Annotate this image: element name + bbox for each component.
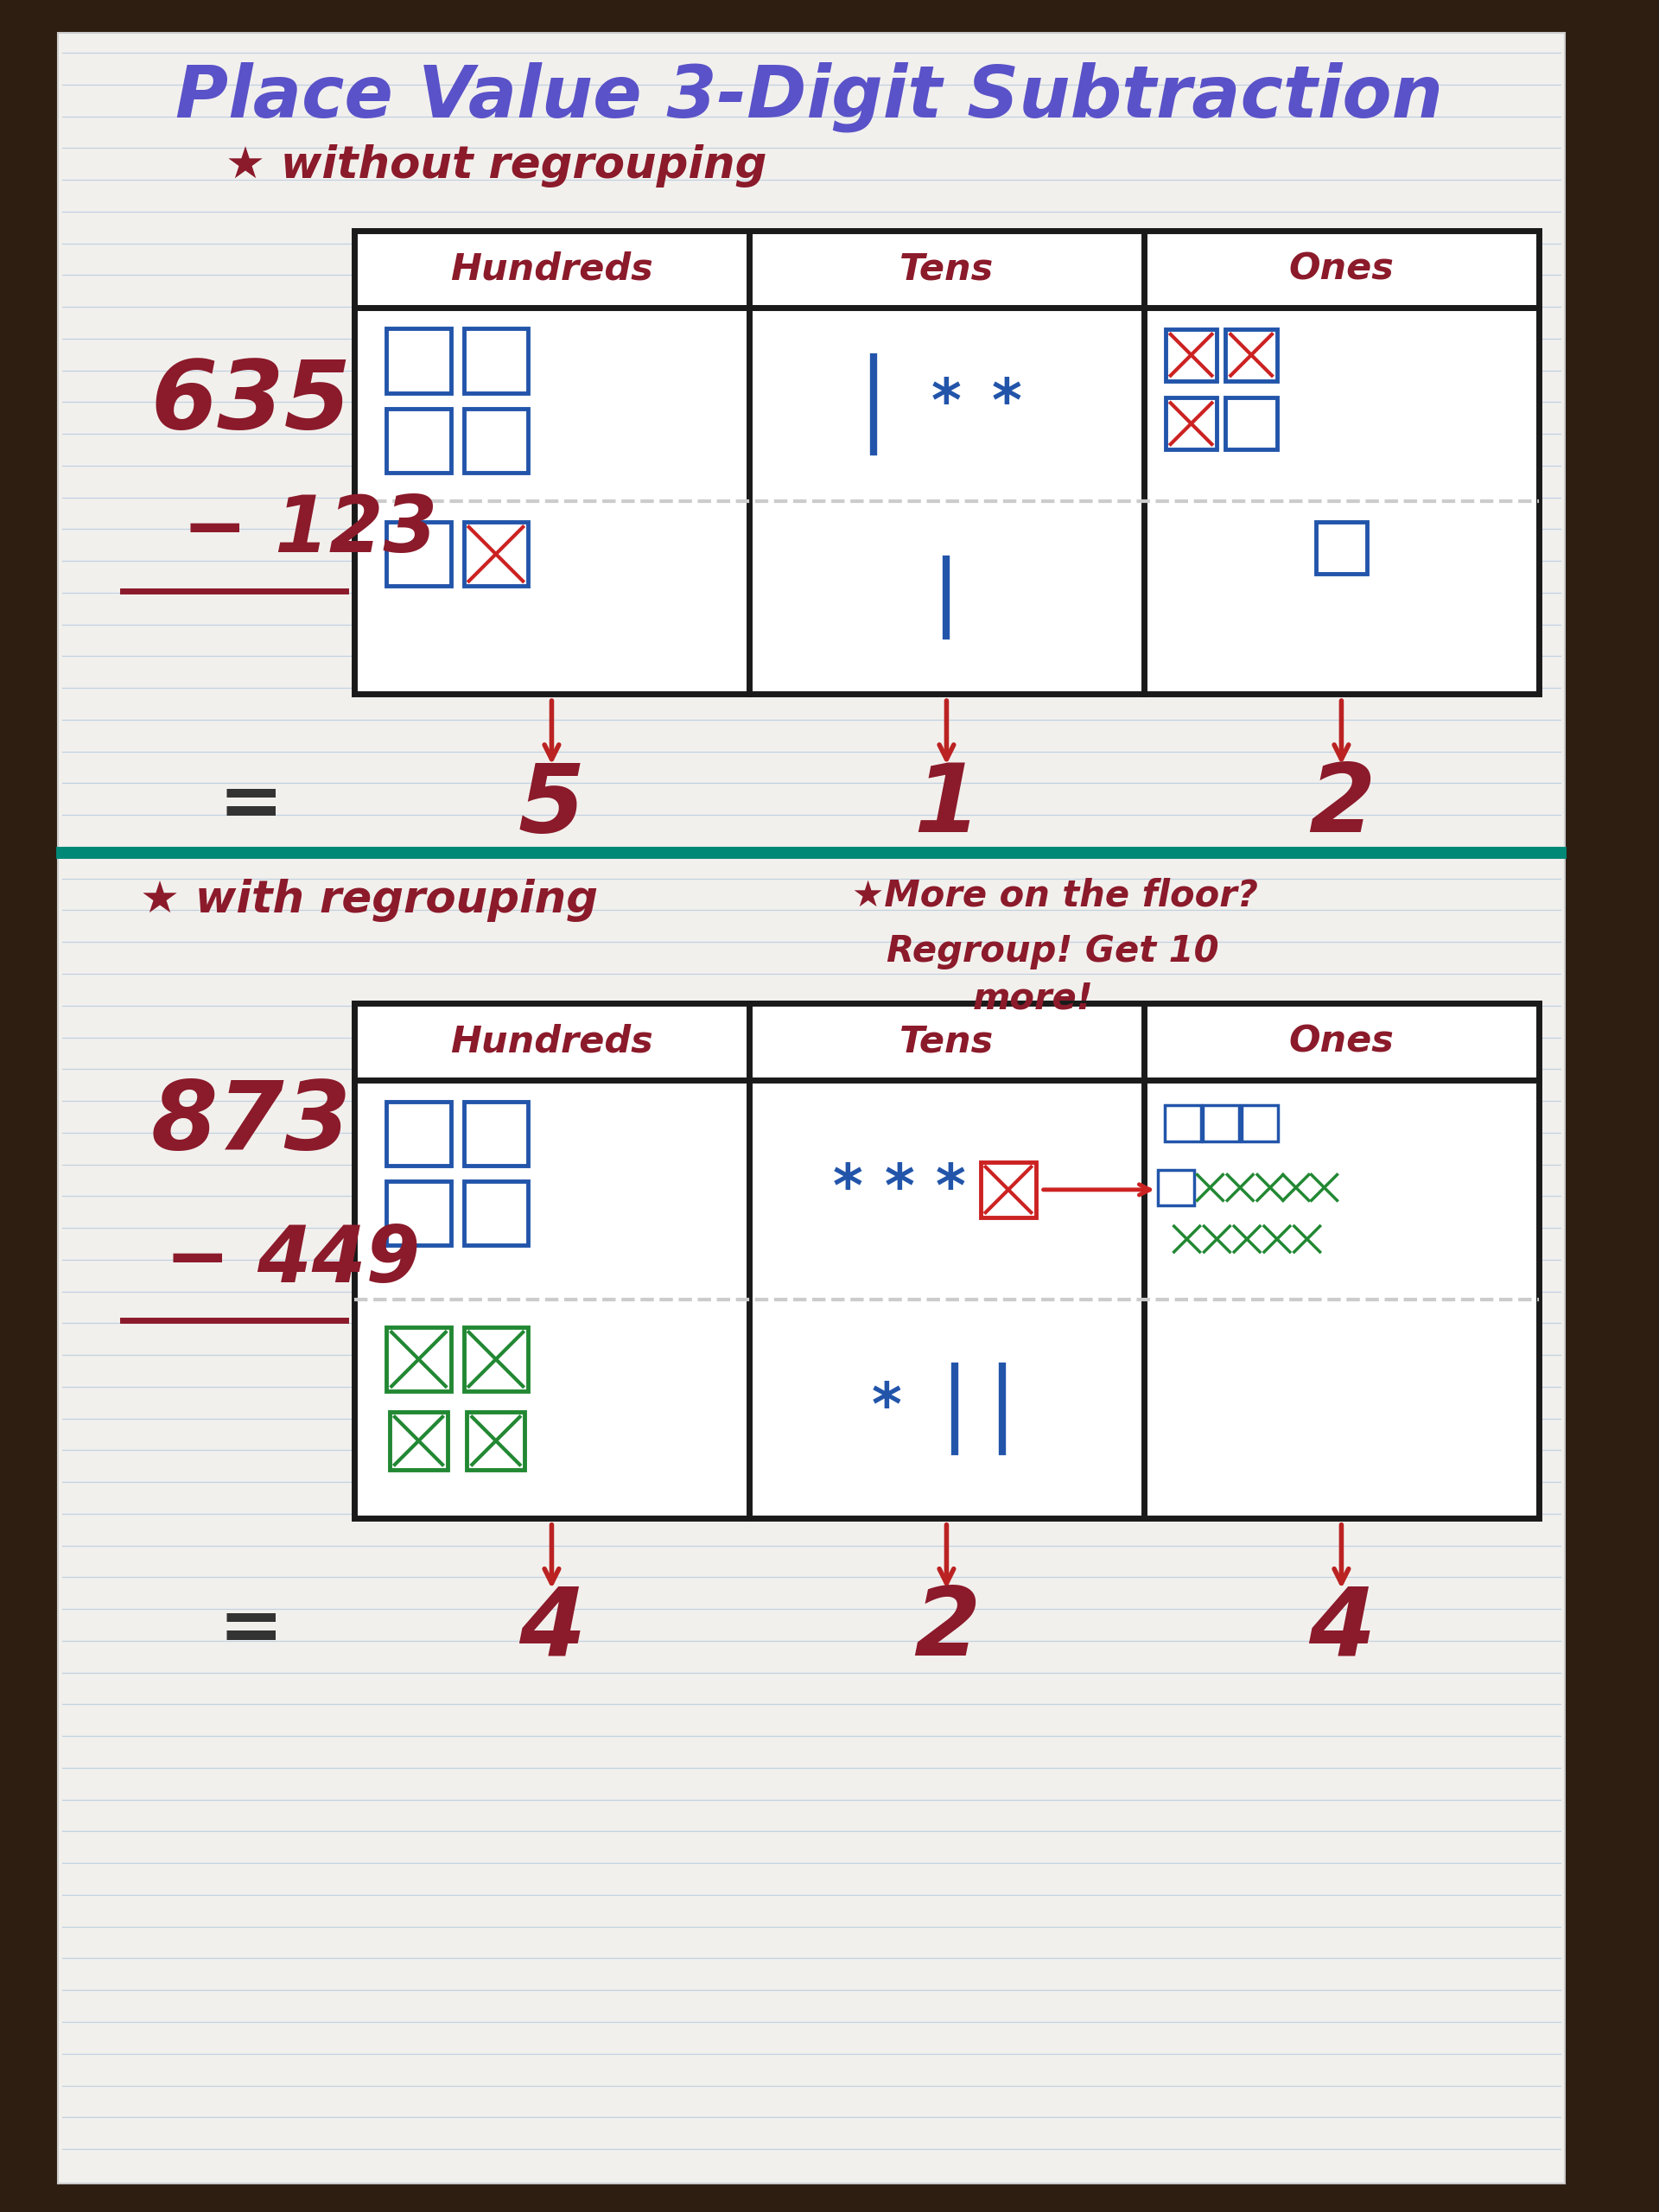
Bar <box>1226 398 1277 449</box>
Bar <box>1158 1170 1194 1206</box>
Bar <box>387 330 451 394</box>
Text: ★More on the floor?: ★More on the floor? <box>853 878 1258 914</box>
Text: *: * <box>992 376 1022 434</box>
Bar <box>463 522 528 586</box>
Text: 1: 1 <box>912 759 980 852</box>
Text: ★ with regrouping: ★ with regrouping <box>139 878 597 922</box>
Bar <box>1226 330 1277 380</box>
Text: − 123: − 123 <box>182 493 438 568</box>
Text: *: * <box>931 376 962 434</box>
Text: Ones: Ones <box>1289 250 1394 288</box>
Bar <box>463 330 528 394</box>
Text: Ones: Ones <box>1289 1024 1394 1060</box>
Bar <box>390 1411 448 1469</box>
Text: Place Value 3-Digit Subtraction: Place Value 3-Digit Subtraction <box>176 62 1443 133</box>
Text: *: * <box>884 1161 914 1219</box>
Bar <box>387 1102 451 1166</box>
Text: more!: more! <box>972 980 1093 1018</box>
Bar <box>466 1411 524 1469</box>
Bar <box>387 409 451 473</box>
Bar <box>1165 1106 1201 1141</box>
Bar <box>463 1327 528 1391</box>
Bar <box>355 1002 1540 1517</box>
Text: =: = <box>219 768 284 843</box>
Text: *: * <box>936 1161 966 1219</box>
Bar <box>1165 330 1218 380</box>
Bar <box>463 1181 528 1245</box>
Bar <box>1243 1106 1277 1141</box>
Bar <box>463 409 528 473</box>
Bar <box>387 1327 451 1391</box>
Text: Tens: Tens <box>899 1024 994 1060</box>
Text: Hundreds: Hundreds <box>450 250 654 288</box>
Text: Regroup! Get 10: Regroup! Get 10 <box>886 933 1219 969</box>
Text: *: * <box>871 1380 901 1438</box>
Bar <box>387 522 451 586</box>
Bar <box>1165 398 1218 449</box>
Bar <box>980 1161 1037 1217</box>
Text: ★ without regrouping: ★ without regrouping <box>226 144 766 188</box>
Text: *: * <box>833 1161 863 1219</box>
Bar <box>1316 522 1367 573</box>
Text: 4: 4 <box>1307 1584 1375 1677</box>
Bar <box>1203 1106 1239 1141</box>
Text: Hundreds: Hundreds <box>450 1024 654 1060</box>
Text: 4: 4 <box>518 1584 586 1677</box>
Text: − 449: − 449 <box>166 1223 420 1298</box>
Bar <box>387 1181 451 1245</box>
Text: 5: 5 <box>518 759 586 852</box>
Bar <box>463 1102 528 1166</box>
Text: =: = <box>219 1593 284 1668</box>
Text: 873: 873 <box>151 1077 352 1170</box>
Text: 2: 2 <box>1307 759 1375 852</box>
Text: 2: 2 <box>912 1584 980 1677</box>
Text: 635: 635 <box>151 356 352 449</box>
Bar <box>355 230 1540 695</box>
Text: Tens: Tens <box>899 250 994 288</box>
